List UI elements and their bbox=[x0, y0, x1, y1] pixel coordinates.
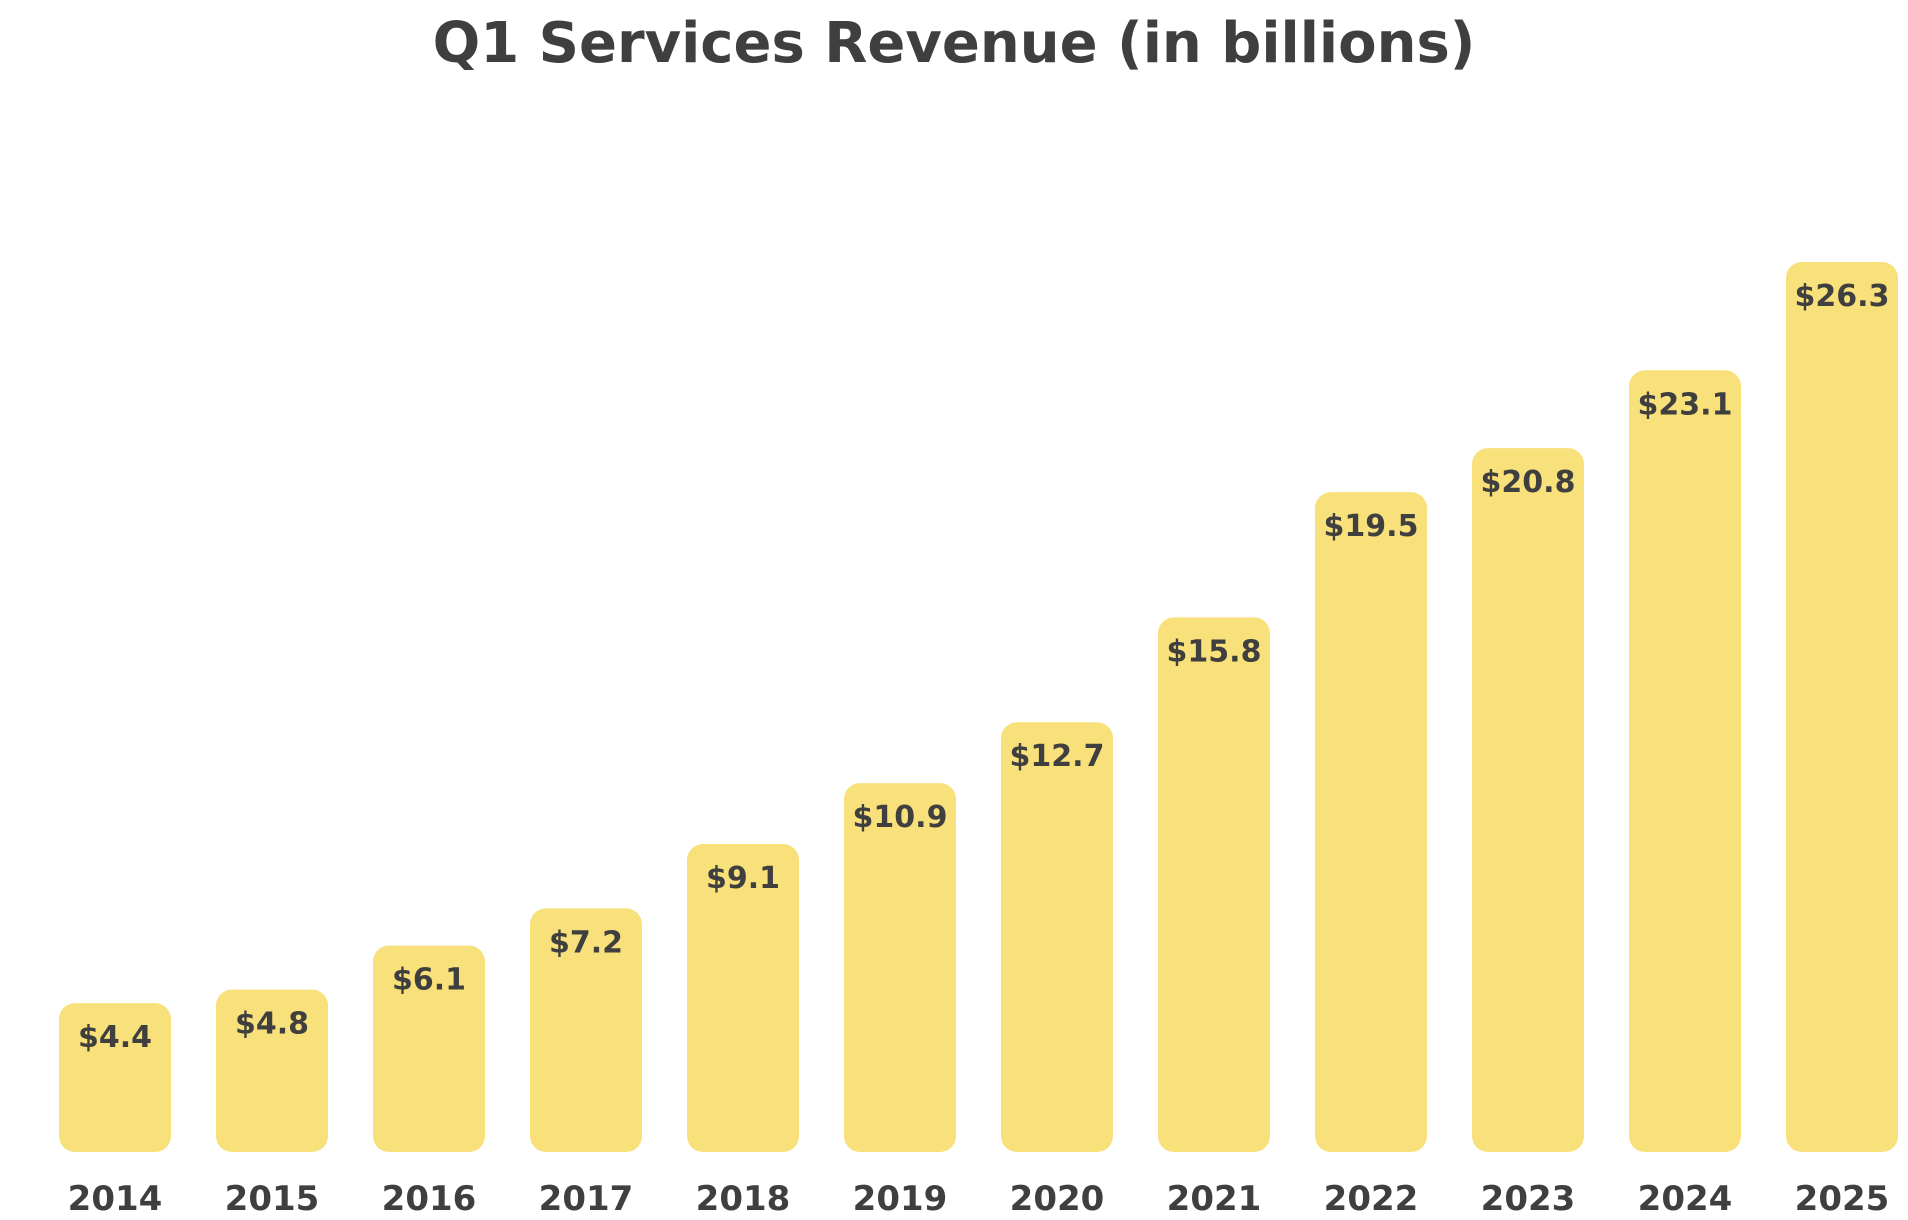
data-label-2021: $15.8 bbox=[1167, 634, 1262, 669]
bar-2018 bbox=[687, 844, 799, 1152]
data-label-2025: $26.3 bbox=[1795, 279, 1890, 314]
bar-2019 bbox=[844, 783, 956, 1152]
x-tick-label-2016: 2016 bbox=[382, 1179, 477, 1219]
x-tick-label-2021: 2021 bbox=[1167, 1179, 1262, 1219]
data-label-2022: $19.5 bbox=[1324, 509, 1419, 544]
bar-2024 bbox=[1629, 370, 1741, 1153]
data-label-2016: $6.1 bbox=[392, 963, 466, 998]
x-tick-label-2022: 2022 bbox=[1324, 1179, 1419, 1219]
bar-2023 bbox=[1472, 448, 1584, 1152]
data-label-2020: $12.7 bbox=[1010, 739, 1105, 774]
x-tick-label-2018: 2018 bbox=[696, 1179, 791, 1219]
data-label-2014: $4.4 bbox=[78, 1020, 152, 1055]
data-labels-layer: $4.4 $4.8 $6.1 $7.2 $9.1 $10.9 $12.7 $15.8 $19.5… bbox=[78, 279, 1889, 1055]
x-tick-label-2019: 2019 bbox=[853, 1179, 948, 1219]
bar-2021 bbox=[1158, 617, 1270, 1152]
x-tick-label-2015: 2015 bbox=[225, 1179, 320, 1219]
bars-layer bbox=[59, 262, 1898, 1153]
bar-2022 bbox=[1315, 492, 1427, 1152]
bar-2025 bbox=[1786, 262, 1898, 1152]
x-axis-tick-labels: 2014 2015 2016 2017 2018 2019 2020 2021 2022 2023… bbox=[68, 1179, 1890, 1219]
data-label-2024: $23.1 bbox=[1638, 387, 1733, 422]
bar-2017 bbox=[530, 908, 642, 1152]
bar-2014 bbox=[59, 1003, 171, 1152]
x-tick-label-2024: 2024 bbox=[1638, 1179, 1733, 1219]
data-label-2017: $7.2 bbox=[549, 925, 623, 960]
x-tick-label-2025: 2025 bbox=[1795, 1179, 1890, 1219]
data-label-2023: $20.8 bbox=[1481, 465, 1576, 500]
bar-2016 bbox=[373, 945, 485, 1152]
bar-2020 bbox=[1001, 722, 1113, 1152]
bar-2015 bbox=[216, 989, 328, 1152]
x-tick-label-2017: 2017 bbox=[539, 1179, 634, 1219]
chart-title: Q1 Services Revenue (in billions) bbox=[432, 11, 1476, 76]
x-tick-label-2020: 2020 bbox=[1010, 1179, 1105, 1219]
data-label-2015: $4.8 bbox=[235, 1007, 309, 1042]
data-label-2018: $9.1 bbox=[706, 861, 780, 896]
x-tick-label-2014: 2014 bbox=[68, 1179, 163, 1219]
data-label-2019: $10.9 bbox=[853, 800, 948, 835]
x-tick-label-2023: 2023 bbox=[1481, 1179, 1576, 1219]
